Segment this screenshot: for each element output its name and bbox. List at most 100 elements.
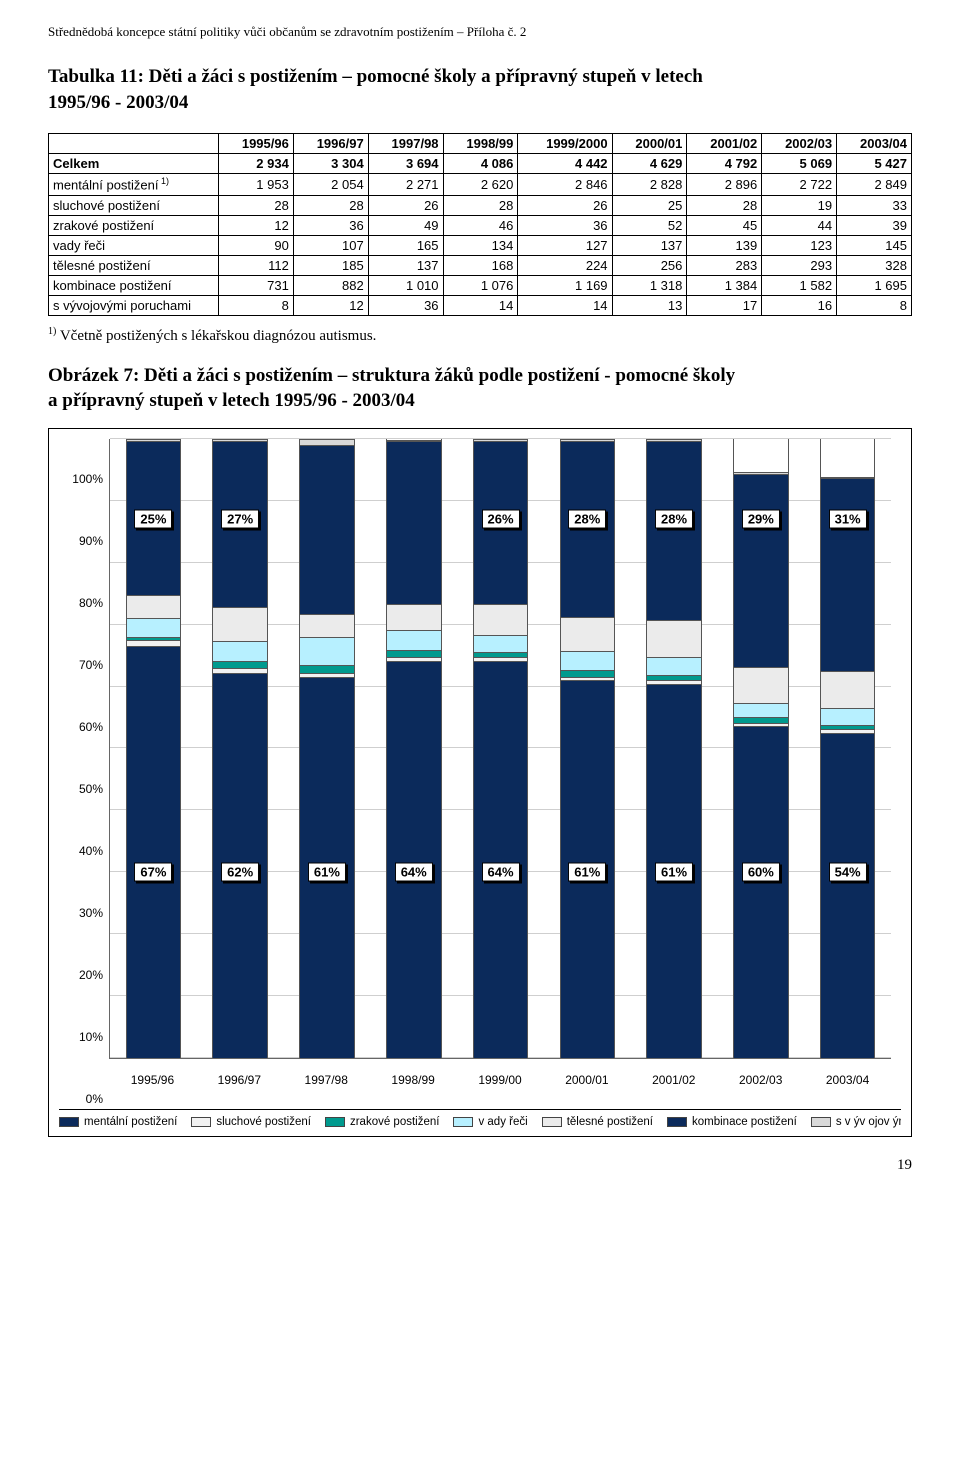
- table-cell: 4 792: [687, 154, 762, 174]
- table-cell: 4 629: [612, 154, 687, 174]
- bar-column: [631, 439, 718, 1058]
- bar-segment: [647, 620, 701, 657]
- table-cell: 8: [837, 295, 912, 315]
- table-cell: 4 442: [518, 154, 612, 174]
- table-row: Celkem2 9343 3043 6944 0864 4424 6294 79…: [49, 154, 912, 174]
- table-row: zrakové postižení123649463652454439: [49, 215, 912, 235]
- table-cell: 8: [219, 295, 294, 315]
- table-cell: 2 054: [293, 174, 368, 195]
- table-cell: 1 076: [443, 275, 518, 295]
- table-cell: 2 620: [443, 174, 518, 195]
- bar-stack: [126, 439, 182, 1058]
- bar-stack: [733, 439, 789, 1058]
- table-cell: 1 695: [837, 275, 912, 295]
- table-cell: 14: [518, 295, 612, 315]
- bar-segment: [127, 646, 181, 1058]
- legend-item: sluchové postižení: [191, 1116, 311, 1128]
- bar-data-label: 26%: [481, 510, 519, 529]
- row-label: vady řeči: [49, 235, 219, 255]
- figure-title-line1: Obrázek 7: Děti a žáci s postižením – st…: [48, 365, 735, 386]
- legend-item: mentální postižení: [59, 1116, 177, 1128]
- table-cell: 36: [293, 215, 368, 235]
- legend-label: zrakové postižení: [350, 1116, 440, 1128]
- table-title-line2: 1995/96 - 2003/04: [48, 90, 912, 116]
- bar-segment: [734, 474, 788, 667]
- y-axis-label: 0%: [59, 1092, 103, 1106]
- legend-swatch: [667, 1117, 687, 1127]
- table-cell: 44: [762, 215, 837, 235]
- table-cell: 1 384: [687, 275, 762, 295]
- table-cell: 224: [518, 255, 612, 275]
- table-cell: 12: [293, 295, 368, 315]
- table-row: s vývojovými poruchami8123614141317168: [49, 295, 912, 315]
- running-head: Střednědobá koncepce státní politiky vůč…: [48, 24, 912, 40]
- bar-segment: [821, 671, 875, 708]
- table-cell: 49: [368, 215, 443, 235]
- legend-item: tělesné postižení: [542, 1116, 653, 1128]
- column-header: 1998/99: [443, 134, 518, 154]
- chart-container: 67%25%62%27%61%64%64%26%61%28%61%28%60%2…: [48, 428, 912, 1137]
- table-cell: 90: [219, 235, 294, 255]
- table-cell: 256: [612, 255, 687, 275]
- table-row: kombinace postižení7318821 0101 0761 169…: [49, 275, 912, 295]
- table-cell: 1 953: [219, 174, 294, 195]
- bar-segment: [387, 650, 441, 657]
- stacked-bar-chart: 67%25%62%27%61%64%64%26%61%28%61%28%60%2…: [59, 439, 901, 1099]
- table-title-line1: Tabulka 11: Děti a žáci s postižením – p…: [48, 66, 703, 87]
- footnote-text: Včetně postižených s lékařskou diagnózou…: [56, 328, 376, 344]
- table-cell: 2 722: [762, 174, 837, 195]
- bar-segment: [647, 441, 701, 620]
- bar-segment: [647, 657, 701, 675]
- column-header: 1995/96: [219, 134, 294, 154]
- figure-title: Obrázek 7: Děti a žáci s postižením – st…: [48, 363, 912, 414]
- table-cell: 28: [293, 195, 368, 215]
- table-cell: 17: [687, 295, 762, 315]
- page-number: 19: [48, 1157, 912, 1174]
- table-cell: 137: [612, 235, 687, 255]
- bar-data-label: 27%: [221, 510, 259, 529]
- table-cell: 2 846: [518, 174, 612, 195]
- bar-segment: [821, 478, 875, 671]
- table-cell: 137: [368, 255, 443, 275]
- bar-data-label: 28%: [568, 510, 606, 529]
- bar-segment: [300, 637, 354, 665]
- row-label: zrakové postižení: [49, 215, 219, 235]
- column-header: 2001/02: [687, 134, 762, 154]
- bar-segment: [213, 607, 267, 642]
- table-cell: 14: [443, 295, 518, 315]
- legend-label: kombinace postižení: [692, 1116, 797, 1128]
- y-axis-label: 80%: [59, 596, 103, 610]
- bar-segment: [300, 445, 354, 614]
- legend-swatch: [453, 1117, 473, 1127]
- table-cell: 293: [762, 255, 837, 275]
- y-axis-label: 40%: [59, 844, 103, 858]
- table-cell: 1 582: [762, 275, 837, 295]
- table-cell: 123: [762, 235, 837, 255]
- y-axis-label: 20%: [59, 968, 103, 982]
- row-label: sluchové postižení: [49, 195, 219, 215]
- bar-segment: [213, 661, 267, 668]
- x-axis-label: 1997/98: [283, 1073, 370, 1087]
- table-cell: 13: [612, 295, 687, 315]
- column-header: 1999/2000: [518, 134, 612, 154]
- x-axis-label: 2001/02: [630, 1073, 717, 1087]
- table-cell: 145: [837, 235, 912, 255]
- legend-item: v ady řeči: [453, 1116, 527, 1128]
- table-cell: 1 169: [518, 275, 612, 295]
- table-cell: 28: [687, 195, 762, 215]
- y-axis-label: 10%: [59, 1030, 103, 1044]
- bar-segment: [734, 703, 788, 718]
- table-cell: 731: [219, 275, 294, 295]
- bar-data-label: 64%: [481, 863, 519, 882]
- table-cell: 134: [443, 235, 518, 255]
- table-cell: 12: [219, 215, 294, 235]
- table-cell: 3 694: [368, 154, 443, 174]
- bar-data-label: 62%: [221, 863, 259, 882]
- legend-swatch: [191, 1117, 211, 1127]
- bar-stack: [473, 439, 529, 1058]
- legend-item: s v ýv ojov ými poruchami: [811, 1116, 901, 1128]
- table-cell: 2 934: [219, 154, 294, 174]
- table-cell: 39: [837, 215, 912, 235]
- bar-data-label: 64%: [395, 863, 433, 882]
- x-axis-label: 1995/96: [109, 1073, 196, 1087]
